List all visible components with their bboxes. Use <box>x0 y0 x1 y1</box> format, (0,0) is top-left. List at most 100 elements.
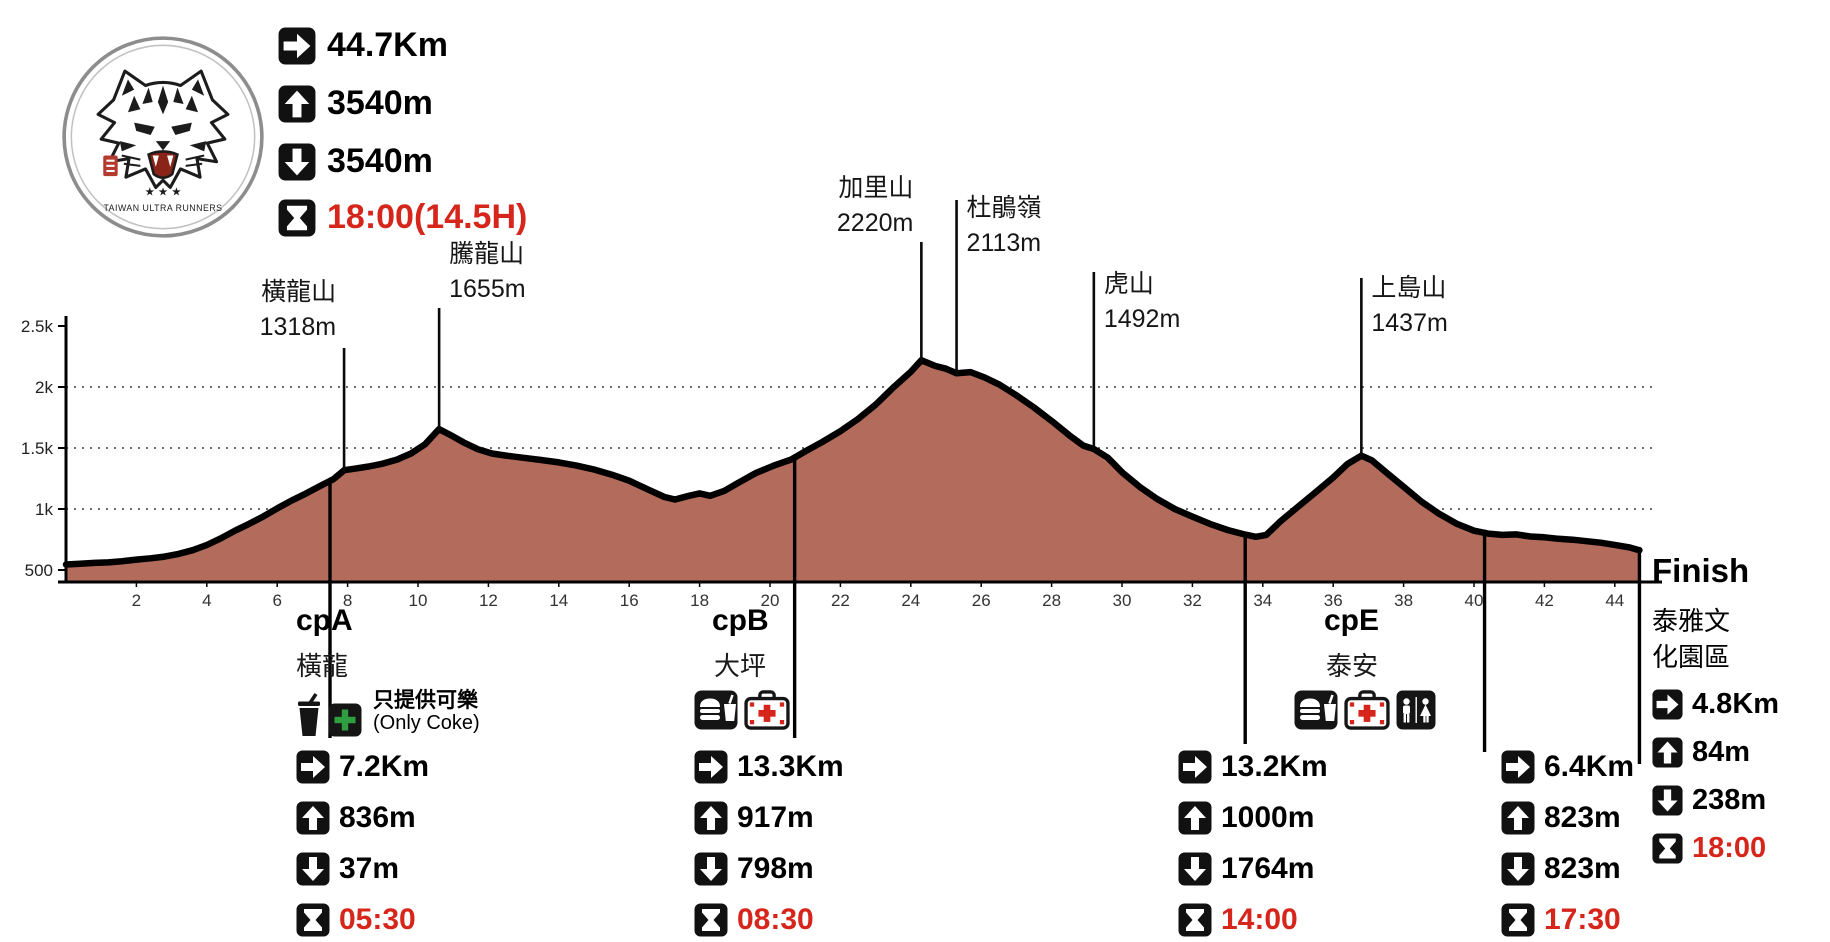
x-tick-label-42: 42 <box>1535 591 1554 610</box>
y-tick-label-1k: 1k <box>35 500 53 519</box>
peak-elevation-0: 1318m <box>260 313 336 341</box>
segment-cutoff: 14:00 <box>1221 903 1298 936</box>
segment-descent: 1764m <box>1221 852 1315 885</box>
segment-descent-row: 1764m <box>1178 852 1314 886</box>
ascent-icon <box>694 801 728 835</box>
food-drink-icon <box>694 690 738 730</box>
cutoff-icon <box>1178 903 1212 937</box>
food-drink-icon <box>1294 690 1338 730</box>
descent-icon <box>1501 852 1535 886</box>
descent-icon <box>1178 852 1212 886</box>
segment-distance-row: 6.4Km <box>1501 750 1634 784</box>
x-tick-label-20: 20 <box>761 591 780 610</box>
x-tick-label-30: 30 <box>1113 591 1132 610</box>
segment-ascent: 823m <box>1544 801 1621 834</box>
peak-name-2: 加里山 <box>838 174 913 202</box>
x-tick-label-40: 40 <box>1465 591 1484 610</box>
distance-icon <box>1501 750 1535 784</box>
y-tick-label-2.5k: 2.5k <box>21 317 54 336</box>
segment-distance: 13.3Km <box>737 750 844 783</box>
first-aid-icon <box>744 690 790 730</box>
checkpoint-id: cpE <box>1324 604 1380 637</box>
checkpoint-services-row: 只提供可樂 (Only Coke) <box>296 689 480 738</box>
segment-cutoff-row: 14:00 <box>1178 903 1298 937</box>
segment-ascent-row: 917m <box>694 801 814 835</box>
segment-distance-row: 13.3Km <box>694 750 844 784</box>
y-tick-label-2k: 2k <box>35 378 53 397</box>
cutoff-icon <box>694 903 728 937</box>
x-tick-label-22: 22 <box>831 591 850 610</box>
logo-seal <box>103 155 118 177</box>
cutoff-icon <box>1652 833 1683 864</box>
drink-icon <box>296 693 322 738</box>
x-tick-label-12: 12 <box>479 591 498 610</box>
segment-distance-row: 7.2Km <box>296 750 429 784</box>
segment-cutoff-row: 08:30 <box>694 903 814 937</box>
checkpoint-id: cpA <box>296 604 353 637</box>
segment-distance-row: 4.8Km <box>1652 688 1779 721</box>
finish-label: Finish <box>1652 552 1750 589</box>
x-tick-label-44: 44 <box>1605 591 1624 610</box>
aid-supply-icon <box>328 703 362 737</box>
note-line-2: (Only Coke) <box>373 711 480 734</box>
segment-cutoff: 05:30 <box>339 903 416 936</box>
segment-ascent: 84m <box>1692 736 1751 768</box>
race-cutoff-time: 18:00(14.5H) <box>327 198 528 236</box>
ascent-icon <box>1178 801 1212 835</box>
distance-icon <box>296 750 330 784</box>
x-tick-label-38: 38 <box>1394 591 1413 610</box>
ascent-icon <box>1652 737 1683 768</box>
segment-cutoff-row: 05:30 <box>296 903 416 937</box>
distance-icon <box>694 750 728 784</box>
peak-elevation-4: 1492m <box>1104 305 1180 333</box>
checkpoint-services-row <box>694 690 790 730</box>
ascent-icon <box>1501 801 1535 835</box>
x-tick-label-2: 2 <box>132 591 141 610</box>
x-tick-label-10: 10 <box>409 591 428 610</box>
peak-elevation-2: 2220m <box>837 209 913 237</box>
x-tick-label-34: 34 <box>1253 591 1272 610</box>
descent-icon <box>1652 785 1683 816</box>
segment-ascent: 917m <box>737 801 814 834</box>
x-tick-label-16: 16 <box>620 591 639 610</box>
peak-name-0: 橫龍山 <box>261 278 336 306</box>
segment-cutoff-row: 17:30 <box>1501 903 1621 937</box>
elevation-outline <box>62 356 1643 568</box>
peak-name-1: 騰龍山 <box>449 240 524 268</box>
logo-stars: ★ ★ ★ <box>145 187 182 199</box>
segment-descent: 238m <box>1692 784 1767 816</box>
segment-descent-row: 37m <box>296 852 399 886</box>
x-tick-label-24: 24 <box>901 591 920 610</box>
descent-icon <box>694 852 728 886</box>
segment-ascent-row: 84m <box>1652 736 1750 769</box>
first-aid-icon <box>1344 690 1390 730</box>
toilet-icon <box>1396 690 1436 730</box>
logo-title: TAIWAN ULTRA RUNNERS <box>103 203 222 213</box>
segment-cutoff-row: 18:00 <box>1652 832 1766 865</box>
race-cutoff-row: 18:00(14.5H) <box>278 198 527 237</box>
y-tick-label-500: 500 <box>25 561 53 580</box>
segment-cutoff: 08:30 <box>737 903 814 936</box>
segment-cutoff: 17:30 <box>1544 903 1621 936</box>
peak-name-5: 上島山 <box>1371 274 1446 302</box>
race-logo: ★ ★ ★ TAIWAN ULTRA RUNNERS <box>62 36 264 238</box>
x-tick-label-4: 4 <box>202 591 211 610</box>
descent-icon <box>296 852 330 886</box>
checkpoint-note: 只提供可樂 (Only Coke) <box>373 689 480 737</box>
x-tick-label-8: 8 <box>343 591 352 610</box>
x-tick-label-14: 14 <box>549 591 568 610</box>
segment-descent: 823m <box>1544 852 1621 885</box>
segment-ascent-row: 836m <box>296 801 416 835</box>
peak-name-3: 杜鵑嶺 <box>967 194 1042 222</box>
race-total-distance-row: 44.7Km <box>278 26 448 65</box>
x-tick-label-6: 6 <box>272 591 281 610</box>
segment-distance: 4.8Km <box>1692 688 1780 720</box>
checkpoint-services-row <box>1294 690 1436 730</box>
peak-elevation-5: 1437m <box>1371 309 1447 337</box>
segment-descent-row: 798m <box>694 852 814 886</box>
elevation-chart: 橫龍山 1318m 騰龍山 1655m 加里山 2220m 杜鵑嶺 2113m 虎山 1492m 上… <box>21 174 1662 764</box>
segment-ascent-row: 823m <box>1501 801 1621 835</box>
race-total-descent: 3540m <box>327 142 433 180</box>
segment-ascent-row: 1000m <box>1178 801 1314 835</box>
